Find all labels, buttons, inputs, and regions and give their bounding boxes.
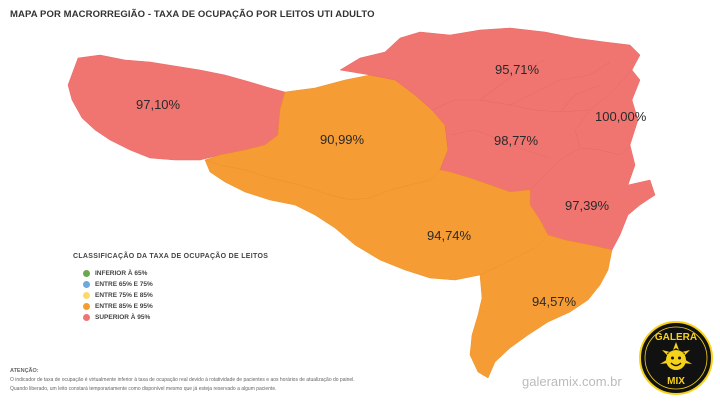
- region-label-midwest: 90,99%: [320, 132, 365, 147]
- legend-item-65-75: ENTRE 65% E 75%: [83, 279, 268, 290]
- notice: ATENÇÃO: O indicador de taxa de ocupação…: [10, 367, 480, 394]
- watermark: galeramix.com.br: [522, 374, 622, 389]
- region-south[interactable]: [469, 234, 613, 379]
- legend-label: ENTRE 85% E 95%: [95, 303, 153, 310]
- legend-title: CLASSIFICAÇÃO DA TAXA DE OCUPAÇÃO DE LEI…: [73, 253, 269, 260]
- legend-item-inferior-65: INFERIOR À 65%: [83, 268, 268, 279]
- region-label-center: 98,77%: [494, 133, 539, 148]
- notice-heading: ATENÇÃO:: [10, 368, 39, 374]
- legend-label: INFERIOR À 65%: [95, 270, 148, 277]
- region-serra[interactable]: [204, 159, 549, 281]
- legend-item-75-85: ENTRE 75% E 85%: [83, 290, 268, 301]
- legend-dot-yellow-icon: [83, 292, 90, 299]
- logo-bottom-text: MIX: [667, 376, 685, 387]
- region-label-far-west: 97,10%: [136, 97, 181, 112]
- region-label-east: 97,39%: [565, 198, 610, 213]
- sub-borders: [449, 59, 611, 159]
- legend-label: ENTRE 75% E 85%: [95, 292, 153, 299]
- notice-line-2: Quando liberado, um leito constará tempo…: [10, 386, 277, 392]
- region-label-north: 95,71%: [495, 62, 540, 77]
- map-title: MAPA POR MACRORREGIÃO - TAXA DE OCUPAÇÃO…: [10, 9, 375, 20]
- legend-label: SUPERIOR À 95%: [95, 314, 151, 321]
- region-label-serra: 94,74%: [427, 228, 472, 243]
- legend-dot-green-icon: [83, 270, 90, 277]
- legend-item-85-95: ENTRE 85% E 95%: [83, 301, 268, 312]
- logo-top-text: GALERA: [655, 332, 697, 343]
- legend-dot-orange-icon: [83, 303, 90, 310]
- notice-line-1: O indicador de taxa de ocupação é virtua…: [10, 377, 355, 383]
- legend-item-superior-95: SUPERIOR À 95%: [83, 312, 268, 323]
- legend: CLASSIFICAÇÃO DA TAXA DE OCUPAÇÃO DE LEI…: [73, 253, 268, 323]
- legend-dot-red-icon: [83, 314, 90, 321]
- region-label-northeast: 100,00%: [595, 109, 647, 124]
- galeramix-logo: GALERA MIX: [639, 321, 713, 395]
- region-label-south: 94,57%: [532, 294, 577, 309]
- legend-dot-blue-icon: [83, 281, 90, 288]
- legend-label: ENTRE 65% E 75%: [95, 281, 153, 288]
